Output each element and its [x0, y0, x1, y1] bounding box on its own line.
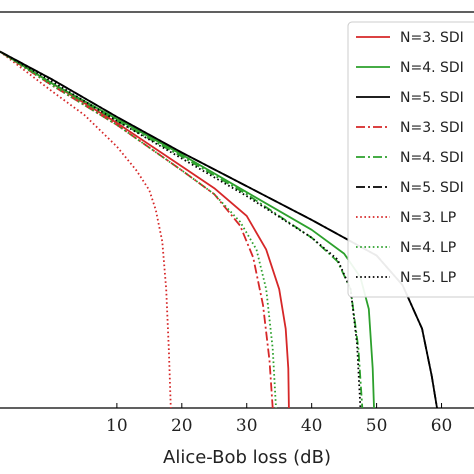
series-line-4: [0, 50, 274, 409]
series-line-6: [0, 50, 438, 409]
series-line-8: [0, 50, 277, 409]
plot-frame: [0, 11, 474, 409]
legend-entry-label: N=5. SDI: [400, 180, 464, 196]
series-line-5: [0, 50, 364, 409]
series-line-7: [0, 50, 172, 409]
legend-entry-label: N=3. LP: [400, 210, 456, 226]
series-lines: [0, 50, 438, 409]
x-axis-ticks: 10 20 30 40 50 60: [106, 403, 452, 436]
x-tick-label: 40: [301, 416, 323, 436]
x-tick-label: 30: [236, 416, 258, 436]
legend: N=3. SDI N=4. SDI N=5. SDI N=3. SDI N=4. SDI…: [347, 21, 474, 298]
legend-entry-label: N=3. SDI: [400, 120, 464, 136]
series-line-1: [0, 50, 290, 409]
x-axis-label: Alice-Bob loss (dB): [163, 447, 331, 468]
legend-entry-label: N=4. SDI: [400, 60, 464, 76]
x-tick-label: 50: [366, 416, 388, 436]
x-tick-label: 20: [171, 416, 193, 436]
series-line-9: [0, 50, 362, 409]
legend-box: [347, 21, 474, 298]
x-tick-label: 10: [106, 416, 128, 436]
legend-entry-label: N=5. SDI: [400, 90, 464, 106]
legend-entry-label: N=4. SDI: [400, 150, 464, 166]
x-tick-label: 60: [431, 416, 453, 436]
legend-entry-label: N=4. LP: [400, 240, 456, 256]
legend-entry-label: N=3. SDI: [400, 30, 464, 46]
legend-entry-label: N=5. LP: [400, 270, 456, 286]
series-line-2: [0, 50, 375, 409]
